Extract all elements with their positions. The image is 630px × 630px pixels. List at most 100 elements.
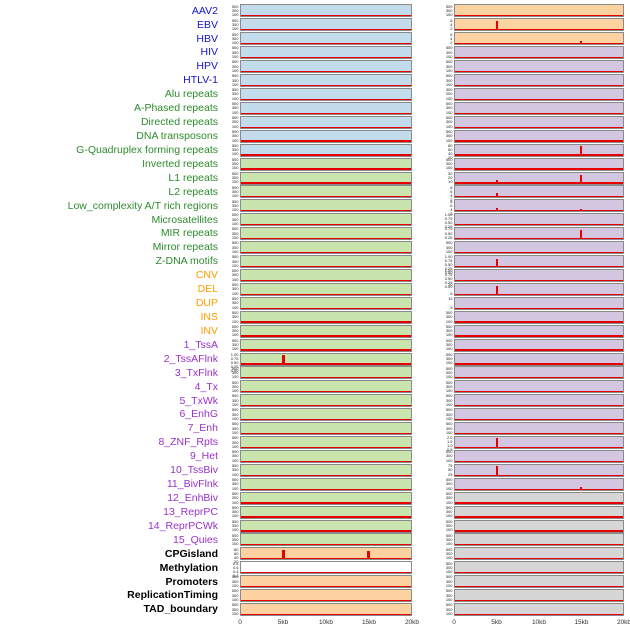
signal-baseline [455, 196, 623, 198]
left-y-axis: 500 300 100 [222, 309, 240, 324]
signal-baseline [241, 182, 411, 184]
left-panel [240, 366, 412, 380]
y-tick-label: 500 [231, 379, 239, 385]
signal-baseline [241, 56, 411, 59]
left-y-axis: 500 300 100 [222, 532, 240, 547]
right-panel [454, 185, 624, 199]
y-tick-label: 100 [231, 193, 239, 199]
right-panel [454, 505, 624, 519]
y-tick-label: 500 [231, 477, 239, 482]
left-y-axis: 500 300 100 [222, 184, 240, 199]
y-tick-label: 100 [231, 54, 239, 60]
right-y-axis: 500 300 100 [436, 533, 454, 547]
x-tick-label: 20kb [616, 618, 630, 626]
left-panel [240, 296, 412, 310]
y-tick-label: 0.50 [444, 230, 453, 236]
signal-spike [579, 145, 583, 156]
y-tick-label: 100 [231, 374, 239, 380]
row-label: A-Phased repeats [133, 102, 218, 115]
signal-spike [579, 175, 583, 184]
track-row: 2_TssAFlnk 1.00 0.75 0.50 0.25 0.00 500 300 100 [0, 352, 630, 372]
y-tick-label: 300 [231, 244, 239, 250]
y-tick-label: 0.50 [444, 276, 453, 282]
left-y-axis: 500 300 100 [222, 379, 240, 394]
row-label: MIR repeats [160, 227, 218, 240]
y-tick-label: 300 [231, 369, 239, 375]
y-tick-label: 500 [445, 240, 453, 246]
left-panel [240, 463, 412, 477]
track-row: Z-DNA motifs 500 300 100 1.00 0.75 0.50 0.25 0.0… [0, 255, 630, 275]
left-panel [240, 255, 412, 269]
right-y-axis: 30 20 10 [436, 171, 454, 185]
signal-baseline [241, 84, 411, 87]
left-panel [240, 603, 412, 617]
y-tick-label: 500 [231, 184, 239, 190]
y-tick-label: 500 [231, 532, 239, 538]
y-tick-label: 300 [445, 105, 453, 111]
y-tick-label: 100 [445, 81, 453, 87]
right-panel [454, 32, 624, 46]
y-tick-label: 300 [445, 314, 453, 320]
track-row: A-Phased repeats 500 300 100 500 300 100 [0, 101, 630, 115]
row-label: 5_TxWk [179, 394, 218, 407]
y-tick-label: 500 [445, 477, 453, 482]
left-panel [240, 422, 412, 436]
row-label: HPV [196, 60, 218, 73]
y-tick-label: 300 [231, 272, 239, 278]
left-panel [240, 115, 412, 129]
y-tick-label: 500 [231, 323, 239, 329]
row-label: G-Quadruplex forming repeats [76, 143, 218, 156]
y-tick-label: 0.75 [444, 216, 453, 222]
x-tick-label: 15kb [361, 618, 377, 626]
right-y-axis: 300 200 100 [436, 88, 454, 101]
right-panel [454, 143, 624, 157]
signal-baseline [455, 391, 623, 393]
signal-spike [495, 180, 499, 184]
left-y-axis: 500 300 100 [222, 519, 240, 533]
signal-baseline [455, 404, 623, 407]
y-tick-label: 500 [445, 407, 453, 413]
left-panel [240, 74, 412, 88]
y-tick-label: 300 [231, 286, 239, 292]
y-tick-label: 500 [231, 309, 239, 315]
left-panel [240, 533, 412, 547]
track-row: TAD_boundary 500 300 100 500 300 100 [0, 603, 630, 617]
y-tick-label: 100 [231, 471, 239, 477]
y-tick-label: 100 [231, 429, 239, 435]
row-label: 2_TssAFlnk [163, 352, 218, 365]
row-label: Directed repeats [140, 116, 218, 129]
left-y-axis: 500 300 100 [222, 46, 240, 59]
right-panel [454, 255, 624, 269]
y-tick-label: 100 [445, 583, 453, 589]
row-label: TAD_boundary [143, 603, 218, 616]
y-tick-label: 300 [445, 7, 453, 13]
y-tick-label: 500 [231, 73, 239, 79]
signal-baseline [241, 251, 411, 254]
left-panel [240, 505, 412, 519]
y-tick-label: 500 [445, 588, 453, 594]
signal-baseline [241, 335, 411, 337]
x-tick-label: 10kb [531, 618, 547, 626]
y-tick-label: 500 [445, 393, 453, 399]
left-y-axis: 500 300 100 [222, 129, 240, 143]
y-tick-label: 100 [231, 513, 239, 519]
right-y-axis: 500 300 100 [436, 504, 454, 519]
y-tick-label: 100 [231, 402, 239, 408]
right-panel [454, 477, 624, 491]
y-tick-label: 300 [231, 133, 239, 139]
y-tick-label: 80 [448, 142, 453, 148]
y-tick-label: 500 [445, 504, 453, 510]
y-tick-label: 100 [445, 346, 453, 352]
y-tick-label: 300 [445, 536, 453, 542]
y-tick-label: 100 [445, 332, 453, 338]
x-tick-label: 5kb [277, 618, 289, 626]
left-panel [240, 227, 412, 241]
right-panel [454, 241, 624, 255]
y-tick-label: 100 [231, 318, 239, 324]
y-tick-label: 300 [445, 383, 453, 389]
right-y-axis: 500 300 100 [436, 366, 454, 380]
y-tick-label: 300 [231, 411, 239, 417]
signal-spike [495, 465, 499, 476]
signal-baseline [455, 182, 623, 184]
y-tick-label: 80 [234, 546, 239, 552]
